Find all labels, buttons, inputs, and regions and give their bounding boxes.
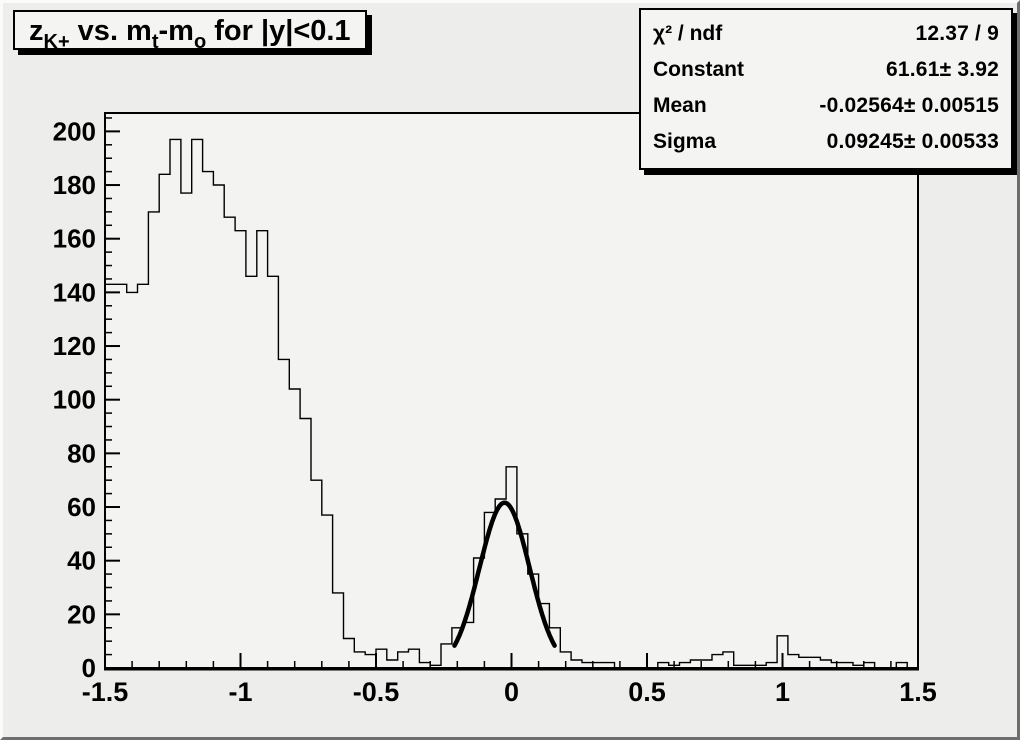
y-axis-label: 160: [53, 224, 96, 254]
x-axis-label: 0: [504, 677, 519, 707]
histogram-plot: 0 20 40 60 80 100 120 140 160 180 200 -1.5 -1 -0.5 0 0.…: [53, 112, 937, 707]
y-axis-label: 20: [67, 599, 96, 629]
x-axis-label: -1.5: [82, 677, 129, 707]
y-axis-label: 140: [53, 277, 96, 307]
histogram-outline: [104, 138, 918, 669]
y-axis-label: 180: [53, 170, 96, 200]
gaussian-fit-curve: [452, 500, 557, 648]
y-axis-label: 40: [67, 546, 96, 576]
page-title: zK+ vs. mt-mo for |y|<0.1: [29, 14, 351, 54]
y-axis-label: 0: [82, 653, 96, 683]
stats-row: χ² / ndf 12.37 / 9: [653, 16, 999, 52]
stats-row: Constant 61.61± 3.92: [653, 52, 999, 88]
stats-row: Mean -0.02564± 0.00515: [653, 88, 999, 124]
y-axis-label: 120: [53, 331, 96, 361]
x-axis-label: 1.5: [899, 677, 937, 707]
stats-label: χ² / ndf: [653, 22, 723, 45]
x-axis-label: -0.5: [353, 677, 400, 707]
y-axis-label: 200: [53, 116, 96, 146]
y-axis-label: 100: [53, 385, 96, 415]
y-axis-label: 80: [67, 438, 96, 468]
stats-row: Sigma 0.09245± 0.00533: [653, 124, 999, 160]
stats-label: Constant: [653, 58, 744, 81]
x-axis-label: 1: [775, 677, 790, 707]
title-box[interactable]: zK+ vs. mt-mo for |y|<0.1: [13, 10, 367, 54]
stats-value: 12.37 / 9: [915, 22, 999, 45]
stats-box[interactable]: χ² / ndf 12.37 / 9 Constant 61.61± 3.92 Mean…: [639, 8, 1013, 170]
stats-label: Sigma: [653, 130, 717, 153]
stats-value: 61.61± 3.92: [886, 58, 999, 81]
x-axis-label: -1: [228, 677, 252, 707]
x-axis-label: 0.5: [628, 677, 666, 707]
stats-label: Mean: [653, 94, 707, 117]
stats-value: 0.09245± 0.00533: [826, 130, 999, 153]
y-axis-label: 60: [67, 492, 96, 522]
stats-value: -0.02564± 0.00515: [819, 94, 999, 117]
plot-frame: [104, 112, 919, 669]
